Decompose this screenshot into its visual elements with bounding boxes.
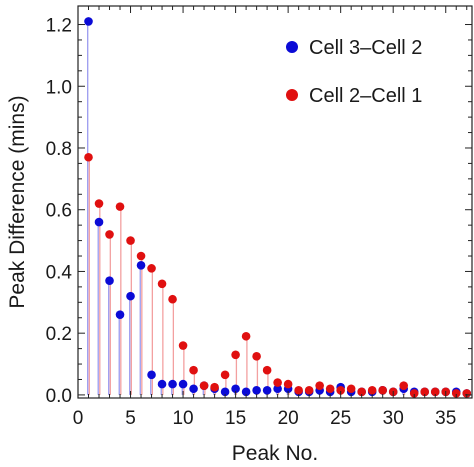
data-point xyxy=(420,387,430,397)
data-point xyxy=(210,382,219,392)
y-tick-label: 1.2 xyxy=(46,16,72,37)
data-point xyxy=(378,385,387,395)
data-point xyxy=(315,381,324,390)
data-point xyxy=(126,236,135,245)
y-tick-label: 0.4 xyxy=(46,262,73,283)
data-point xyxy=(189,365,198,375)
data-point xyxy=(409,389,419,398)
data-point xyxy=(294,385,303,395)
stem-lines xyxy=(87,21,469,395)
data-point xyxy=(157,279,167,289)
y-axis-title: Peak Difference (mins) xyxy=(6,95,29,308)
x-axis-ticks: 0 5 10 15 20 25 30 35 xyxy=(73,6,468,429)
x-tick-label: 35 xyxy=(435,408,456,429)
data-point xyxy=(115,310,125,319)
data-point xyxy=(136,251,146,261)
data-point xyxy=(178,341,188,350)
data-point xyxy=(283,379,293,389)
data-point xyxy=(189,384,198,394)
legend-label-cell3-cell2: Cell 3–Cell 2 xyxy=(309,37,422,59)
data-point xyxy=(126,291,135,301)
data-point xyxy=(147,264,156,273)
legend-marker-cell3-cell2 xyxy=(286,41,298,53)
data-point xyxy=(325,384,335,394)
legend-label-cell2-cell1: Cell 2–Cell 1 xyxy=(309,85,422,107)
data-point xyxy=(220,370,230,380)
data-point xyxy=(304,385,314,395)
data-point xyxy=(94,217,104,227)
data-point xyxy=(252,352,261,361)
y-tick-label: 0.6 xyxy=(46,201,72,222)
data-point xyxy=(136,260,146,270)
data-point xyxy=(84,152,93,162)
y-tick-label: 0.0 xyxy=(46,386,72,407)
data-point xyxy=(94,199,104,208)
data-point xyxy=(252,385,261,395)
data-point xyxy=(105,276,114,286)
data-point xyxy=(157,379,167,389)
data-point xyxy=(147,370,156,380)
data-point xyxy=(115,202,125,211)
data-point xyxy=(262,365,272,375)
legend: Cell 3–Cell 2 Cell 2–Cell 1 xyxy=(286,37,422,107)
data-point xyxy=(220,387,230,397)
y-axis-ticks: 0.0 0.2 0.4 0.6 0.8 1.0 1.2 xyxy=(46,16,472,407)
data-point xyxy=(399,381,409,390)
data-point xyxy=(462,389,472,398)
x-axis-title: Peak No. xyxy=(232,442,318,465)
data-point xyxy=(430,387,440,397)
data-point xyxy=(451,389,461,398)
data-point xyxy=(357,387,366,397)
data-points xyxy=(84,17,472,398)
data-point xyxy=(168,294,177,304)
plot-frame xyxy=(77,5,473,399)
x-tick-label: 5 xyxy=(125,408,136,429)
data-point xyxy=(367,385,377,395)
data-point xyxy=(199,381,209,390)
data-point xyxy=(231,350,240,360)
y-tick-label: 0.8 xyxy=(46,139,72,160)
data-point xyxy=(262,385,272,395)
data-point xyxy=(241,387,251,397)
x-tick-label: 15 xyxy=(225,408,246,429)
x-tick-label: 25 xyxy=(330,408,351,429)
x-tick-label: 10 xyxy=(172,408,193,429)
data-point xyxy=(231,384,240,394)
data-point xyxy=(105,230,114,239)
y-tick-label: 0.2 xyxy=(46,324,72,345)
data-point xyxy=(84,17,93,26)
x-tick-label: 20 xyxy=(278,408,299,429)
data-point xyxy=(336,385,345,395)
data-point xyxy=(273,378,282,387)
data-point xyxy=(346,384,356,394)
x-tick-label: 0 xyxy=(73,408,84,429)
data-point xyxy=(178,379,188,389)
legend-marker-cell2-cell1 xyxy=(286,89,298,101)
data-point xyxy=(168,379,177,389)
y-tick-label: 1.0 xyxy=(46,77,72,98)
x-tick-label: 30 xyxy=(383,408,404,429)
data-point xyxy=(241,331,251,341)
data-point xyxy=(273,384,282,394)
